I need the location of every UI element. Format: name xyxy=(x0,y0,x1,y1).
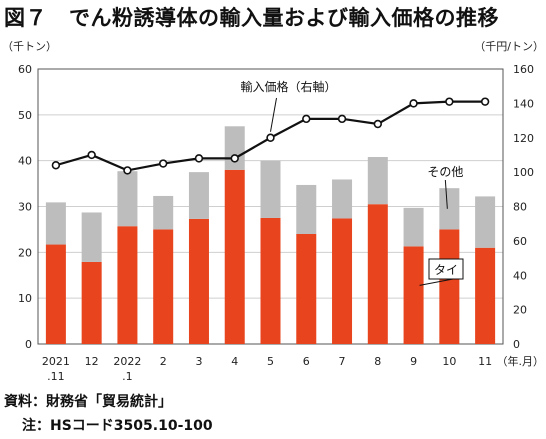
other-label-leader xyxy=(444,179,448,209)
right-tick-label: 140 xyxy=(513,97,534,110)
bar-thai xyxy=(403,246,424,344)
right-tick-label: 60 xyxy=(513,235,527,248)
bar-thai xyxy=(188,218,209,344)
price-point xyxy=(373,119,383,129)
right-tick-label: 100 xyxy=(513,166,534,179)
x-tick-label-sub: .1 xyxy=(122,370,133,380)
right-tick-label: 20 xyxy=(513,304,527,317)
x-axis-unit: （年.月） xyxy=(497,354,545,368)
x-tick-label: 5 xyxy=(267,355,274,368)
right-tick-label: 160 xyxy=(513,63,534,76)
source-note: 資料：財務省「貿易統計」 xyxy=(4,394,172,410)
bar-thai xyxy=(260,217,281,344)
price-point xyxy=(266,133,275,142)
bar-other xyxy=(475,196,496,248)
price-point xyxy=(158,159,168,168)
bar-other xyxy=(332,179,353,219)
x-tick-label: 4 xyxy=(231,355,238,368)
x-tick-label: 12 xyxy=(85,355,99,368)
x-tick-label: 2 xyxy=(160,355,167,368)
bar-other xyxy=(153,195,174,230)
bar-other xyxy=(403,207,424,247)
bar-thai xyxy=(81,261,102,344)
x-tick-label: 9 xyxy=(410,355,417,368)
x-tick-label: 10 xyxy=(442,355,456,368)
left-tick-label: 50 xyxy=(18,109,32,122)
bar-other xyxy=(81,212,102,262)
right-tick-label: 80 xyxy=(513,201,527,214)
left-tick-label: 20 xyxy=(18,246,32,259)
x-tick-label-sub: .11 xyxy=(47,370,65,380)
left-tick-label: 10 xyxy=(18,292,32,305)
right-tick-label: 0 xyxy=(513,338,520,351)
x-tick-label: 8 xyxy=(374,355,381,368)
bar-thai xyxy=(475,247,496,344)
x-tick-label: 2022 xyxy=(113,355,141,368)
thai-series-label: タイ xyxy=(434,263,458,277)
thai-label-box xyxy=(428,258,464,280)
right-tick-label: 40 xyxy=(513,269,527,282)
bar-thai xyxy=(367,204,388,344)
left-axis-unit: （千トン） xyxy=(2,40,57,53)
price-point xyxy=(302,114,311,124)
price-point xyxy=(51,161,61,170)
bar-other xyxy=(439,188,460,230)
figure-title-text: でん粉誘導体の輸入量および輸入価格の推移 xyxy=(69,6,499,30)
price-point xyxy=(445,97,454,106)
figure-number: 図７ xyxy=(4,6,47,30)
bar-thai xyxy=(296,234,317,344)
bar-other xyxy=(367,157,388,205)
x-tick-label: 11 xyxy=(478,355,492,368)
price-label-leader xyxy=(270,97,277,132)
bar-other xyxy=(188,172,209,219)
price-point xyxy=(409,99,418,108)
left-tick-label: 0 xyxy=(25,338,32,351)
x-tick-label: 3 xyxy=(195,355,202,368)
right-tick-label: 120 xyxy=(513,132,534,145)
bar-other xyxy=(45,202,66,245)
bar-thai xyxy=(224,169,245,344)
bar-other xyxy=(224,126,245,170)
price-point xyxy=(230,154,239,163)
bar-thai xyxy=(117,226,138,344)
bar-other xyxy=(296,184,317,234)
bar-other xyxy=(260,160,281,218)
bar-other xyxy=(117,171,138,227)
left-tick-label: 60 xyxy=(18,63,32,76)
other-series-label: その他 xyxy=(427,165,463,179)
x-tick-label: 7 xyxy=(339,355,346,368)
chart: 0 10 20 30 40 50 60 0 20 40 60 80 100 120 140 160 （千トン） （… xyxy=(2,40,545,380)
price-point xyxy=(480,97,490,106)
x-tick-label: 6 xyxy=(303,355,310,368)
price-point xyxy=(337,114,347,124)
x-tick-label: 2021 xyxy=(42,355,70,368)
bar-thai xyxy=(332,218,353,344)
bar-thai xyxy=(45,244,66,344)
price-series-label: 輸入価格（右軸） xyxy=(241,79,337,94)
hs-code-note: 注：HSコード3505.10-100 xyxy=(22,418,213,434)
left-tick-label: 30 xyxy=(18,201,32,214)
thai-label-leader xyxy=(419,278,454,286)
bar-thai xyxy=(153,229,174,344)
left-tick-label: 40 xyxy=(18,155,32,168)
price-point xyxy=(87,150,96,160)
bar-thai xyxy=(439,229,460,344)
price-point xyxy=(194,154,204,163)
price-point xyxy=(123,166,132,175)
right-axis-unit: （千円/トン） xyxy=(474,40,544,53)
figure-title: 図７ でん粉誘導体の輸入量および輸入価格の推移 xyxy=(4,2,499,32)
